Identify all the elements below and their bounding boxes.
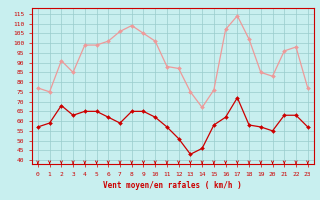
X-axis label: Vent moyen/en rafales ( km/h ): Vent moyen/en rafales ( km/h ) [103,181,242,190]
